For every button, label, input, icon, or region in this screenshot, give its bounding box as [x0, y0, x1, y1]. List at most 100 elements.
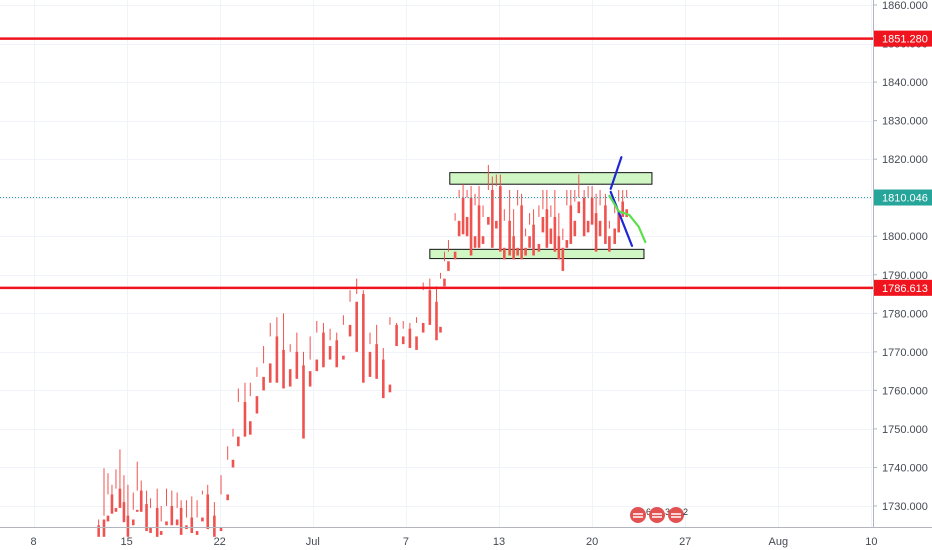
candle	[185, 500, 188, 530]
candle-body	[149, 527, 152, 533]
candle	[231, 428, 235, 468]
y-tick-label: 1730.000	[882, 501, 928, 513]
candle-body	[155, 507, 159, 537]
candle-body	[122, 502, 126, 523]
events-badge-icon	[630, 507, 646, 523]
candle	[415, 317, 418, 350]
y-tick-label: 1790.000	[882, 270, 928, 282]
candle-body	[528, 236, 531, 248]
candle	[131, 492, 135, 526]
candle	[421, 282, 425, 333]
candle-body	[439, 326, 442, 333]
dividends-badge-count: 2	[683, 507, 688, 517]
projections	[608, 156, 647, 247]
candle-body	[348, 324, 352, 337]
candle	[557, 213, 561, 260]
candle-body	[362, 294, 365, 383]
candle	[206, 484, 210, 530]
candle-body	[328, 346, 332, 360]
candle-body	[106, 515, 110, 522]
zone-rectangle	[449, 172, 653, 185]
candle-body	[617, 213, 620, 233]
projection-path	[608, 194, 647, 244]
candle-body	[590, 197, 594, 225]
candle	[219, 475, 223, 532]
dividends-badge-icon	[668, 507, 684, 523]
zones	[429, 172, 653, 260]
candle	[106, 473, 110, 522]
candle	[268, 322, 272, 383]
candle-body	[159, 531, 163, 535]
x-tick-label: 13	[493, 536, 505, 548]
events-badge-count: 6	[646, 507, 651, 517]
candle	[541, 189, 545, 233]
candle	[282, 313, 285, 389]
candle	[457, 189, 461, 237]
y-tick-label: 1820.000	[882, 154, 928, 166]
flag-stripes-icon	[671, 513, 681, 518]
candle-body	[268, 363, 272, 383]
candle-body	[282, 349, 285, 389]
candle-body	[477, 205, 481, 248]
candle-body	[302, 365, 305, 439]
candle	[545, 189, 549, 248]
candle-body	[532, 224, 535, 256]
candle	[155, 488, 159, 537]
candle	[226, 446, 229, 501]
candle	[262, 346, 265, 391]
candle	[532, 209, 535, 256]
candle-body	[524, 247, 527, 256]
candle	[175, 492, 179, 526]
candle	[499, 174, 502, 252]
candle-body	[179, 507, 183, 535]
candle	[528, 213, 531, 248]
splits-badge[interactable]: 3	[649, 507, 670, 523]
x-tick-label: 20	[586, 536, 598, 548]
candle-body	[435, 301, 438, 341]
candle-body	[395, 324, 398, 347]
candle	[537, 205, 541, 252]
candle	[569, 189, 573, 244]
y-tick-label: 1800.000	[882, 231, 928, 243]
candle	[126, 484, 130, 537]
candle	[512, 209, 515, 260]
candle-body	[565, 240, 569, 248]
candle	[362, 290, 365, 383]
x-tick-label: 8	[30, 536, 36, 548]
candle-body	[237, 436, 240, 447]
candle-body	[569, 205, 573, 244]
candle	[135, 461, 139, 512]
dividends-badge[interactable]: 2	[668, 507, 688, 523]
y-tick-label: 1770.000	[882, 347, 928, 359]
candle-body	[447, 261, 450, 271]
candle	[428, 278, 432, 325]
candle-body	[553, 216, 557, 252]
events-badge[interactable]: 6	[630, 507, 651, 523]
candle	[481, 205, 485, 244]
candle-body	[248, 421, 252, 435]
horizontal-levels[interactable]	[0, 37, 873, 290]
candle-body	[520, 205, 523, 260]
candle-body	[537, 243, 541, 252]
candle-body	[355, 301, 358, 352]
candle-body	[262, 376, 265, 391]
candle-body	[102, 519, 106, 537]
candle-body	[469, 197, 473, 256]
candle	[561, 228, 565, 271]
splits-badge-count: 3	[665, 507, 670, 517]
candle	[122, 475, 126, 523]
candle-body	[549, 228, 553, 244]
candle	[549, 205, 553, 244]
event-badges[interactable]: 6 3 2	[630, 507, 688, 523]
candle-body	[219, 527, 223, 532]
candle-body	[97, 525, 100, 537]
x-tick-label: 10	[865, 536, 877, 548]
candle-body	[135, 509, 139, 512]
candle-body	[487, 216, 490, 225]
candle	[201, 490, 204, 522]
projection-path	[609, 190, 634, 247]
candle	[348, 290, 352, 337]
candle	[401, 321, 405, 345]
